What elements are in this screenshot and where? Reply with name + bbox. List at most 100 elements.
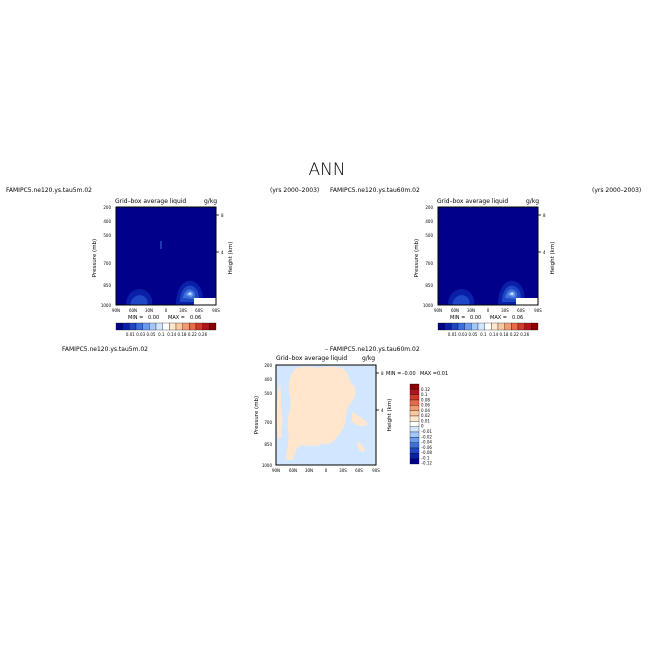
colorbar-label: 0.03 — [458, 332, 467, 337]
panel3-y2tick-8: 8 — [381, 371, 384, 376]
panel3-ytick-400: 400 — [264, 377, 272, 382]
panel2-ytick-200: 200 — [425, 205, 433, 210]
colorbar-label: 0.26 — [520, 332, 529, 337]
panel3-case-label: FAMIPC5.ne120.ys.tau5m.02 — [62, 346, 148, 353]
panel1-xtick-30N: 30N — [145, 308, 153, 313]
panel1-xtick-60S: 60S — [195, 308, 203, 313]
colorbar-label: 0.1 — [480, 332, 487, 337]
panel2-ytick-700: 700 — [425, 261, 433, 266]
page-title: ANN — [308, 160, 346, 180]
panel2-ytick-400: 400 — [425, 219, 433, 224]
panel1-ytick-400: 400 — [103, 219, 111, 224]
panel2-xtick-30S: 30S — [501, 308, 509, 313]
panel2-y2label: Height (km) — [550, 242, 556, 275]
panel1-missing-region — [194, 298, 216, 305]
panel1-min-label: MIN = — [128, 315, 143, 321]
colorbar-swatch — [149, 322, 157, 331]
colorbar-label: 0.08 — [421, 397, 430, 402]
panel3-max-label: MAX = — [420, 371, 437, 377]
panel3-xtick-90N: 90N — [272, 468, 280, 473]
panel1-years: (yrs 2000–2003) — [270, 187, 320, 194]
panel2-units: g/kg — [526, 198, 539, 205]
colorbar-label: 0.12 — [421, 387, 430, 392]
panel1-plot-title: Grid–box average liquid — [115, 198, 186, 205]
panel2-xtick-60N: 60N — [451, 308, 459, 313]
colorbar-swatch — [524, 322, 532, 331]
panel3-xtick-30S: 30S — [339, 468, 347, 473]
colorbar-swatch — [409, 442, 420, 449]
colorbar-swatch — [457, 322, 465, 331]
colorbar-swatch — [437, 322, 445, 331]
panel2-xtick-90N: 90N — [434, 308, 442, 313]
panel3-plot-title: Grid–box average liquid — [276, 355, 347, 362]
colorbar-swatch — [409, 437, 420, 443]
panel3-chart: Grid–box average liquid g/kg 200 400 500… — [254, 355, 448, 473]
panel2-colorbar: 0.01 0.03 0.05 0.1 0.14 0.18 0.22 0.26 — [437, 322, 539, 337]
colorbar-label: 0.01 — [421, 418, 430, 423]
colorbar-swatch — [115, 322, 123, 331]
panel2-ytick-850: 850 — [425, 283, 433, 288]
colorbar-label: –0.08 — [421, 450, 432, 455]
colorbar-swatch — [129, 322, 137, 331]
colorbar-swatch — [209, 322, 217, 331]
colorbar-swatch — [409, 399, 420, 406]
panel2-xtick-90S: 90S — [534, 308, 542, 313]
colorbar-swatch — [477, 322, 485, 331]
colorbar-swatch — [409, 389, 420, 395]
panel1-case-label: FAMIPC5.ne120.ys.tau5m.02 — [6, 187, 92, 194]
panel1-xtick-30S: 30S — [179, 308, 187, 313]
colorbar-swatch — [182, 322, 190, 331]
colorbar-swatch — [195, 322, 203, 331]
panel1-ytick-1000: 1000 — [101, 303, 112, 308]
panel3-xtick-90S: 90S — [372, 468, 380, 473]
panel2-case-label: FAMIPC5.ne120.ys.tau60m.02 — [330, 187, 420, 194]
panel2-chart: Grid–box average liquid g/kg 200 400 500… — [414, 198, 556, 337]
colorbar-swatch — [189, 322, 197, 331]
colorbar-label: 0.1 — [158, 332, 165, 337]
colorbar-swatch — [517, 322, 525, 331]
colorbar-label: –0.02 — [421, 434, 432, 439]
colorbar-swatch — [409, 383, 420, 390]
colorbar-label: 0.02 — [421, 413, 430, 418]
panel2-ylabel: Pressure (mb) — [414, 239, 420, 277]
panel1-min-value: 0.00 — [148, 315, 159, 321]
panel3-plot-area — [275, 364, 377, 466]
colorbar-swatch — [451, 322, 459, 331]
colorbar-swatch — [444, 322, 452, 331]
panel2-ytick-1000: 1000 — [423, 303, 434, 308]
panel3-ytick-200: 200 — [264, 363, 272, 368]
panel2-xtick-30N: 30N — [467, 308, 475, 313]
panel2-plot-area — [437, 206, 539, 306]
colorbar-swatch — [135, 322, 143, 331]
colorbar-swatch — [409, 421, 420, 427]
colorbar-label: 0.22 — [188, 332, 197, 337]
panel3-diff-label: – FAMIPC5.ne120.ys.tau60m.02 — [325, 346, 420, 353]
panel3-ytick-1000: 1000 — [262, 463, 273, 468]
colorbar-label: –0.12 — [421, 461, 432, 466]
panel1-plot-area — [115, 206, 217, 306]
panel3-y2label: Height (km) — [387, 399, 393, 432]
panel3-xtick-0: 0 — [325, 468, 328, 473]
colorbar-swatch — [202, 322, 210, 331]
colorbar-label: –0.06 — [421, 445, 432, 450]
colorbar-label: 0.03 — [136, 332, 145, 337]
panel1-ytick-200: 200 — [103, 205, 111, 210]
colorbar-label: 0.01 — [448, 332, 457, 337]
panel2-min-label: MIN = — [450, 315, 465, 321]
colorbar-swatch — [409, 394, 420, 401]
panel2-xtick-0: 0 — [487, 308, 490, 313]
colorbar-label: –0.01 — [421, 429, 432, 434]
panel3-min-value: –0.00 — [402, 371, 416, 377]
panel2-max-value: 0.06 — [512, 315, 523, 321]
colorbar-label: 0.05 — [147, 332, 156, 337]
colorbar-swatch — [464, 322, 472, 331]
panel2-years: (yrs 2000–2003) — [592, 187, 642, 194]
panel3-ytick-850: 850 — [264, 442, 272, 447]
panel3-xtick-30N: 30N — [305, 468, 313, 473]
colorbar-label: 0.26 — [198, 332, 207, 337]
colorbar-swatch — [497, 322, 505, 331]
panel1-xtick-0: 0 — [165, 308, 168, 313]
colorbar-swatch — [409, 426, 420, 433]
panel3-ytick-500: 500 — [264, 391, 272, 396]
colorbar-swatch — [122, 322, 130, 331]
